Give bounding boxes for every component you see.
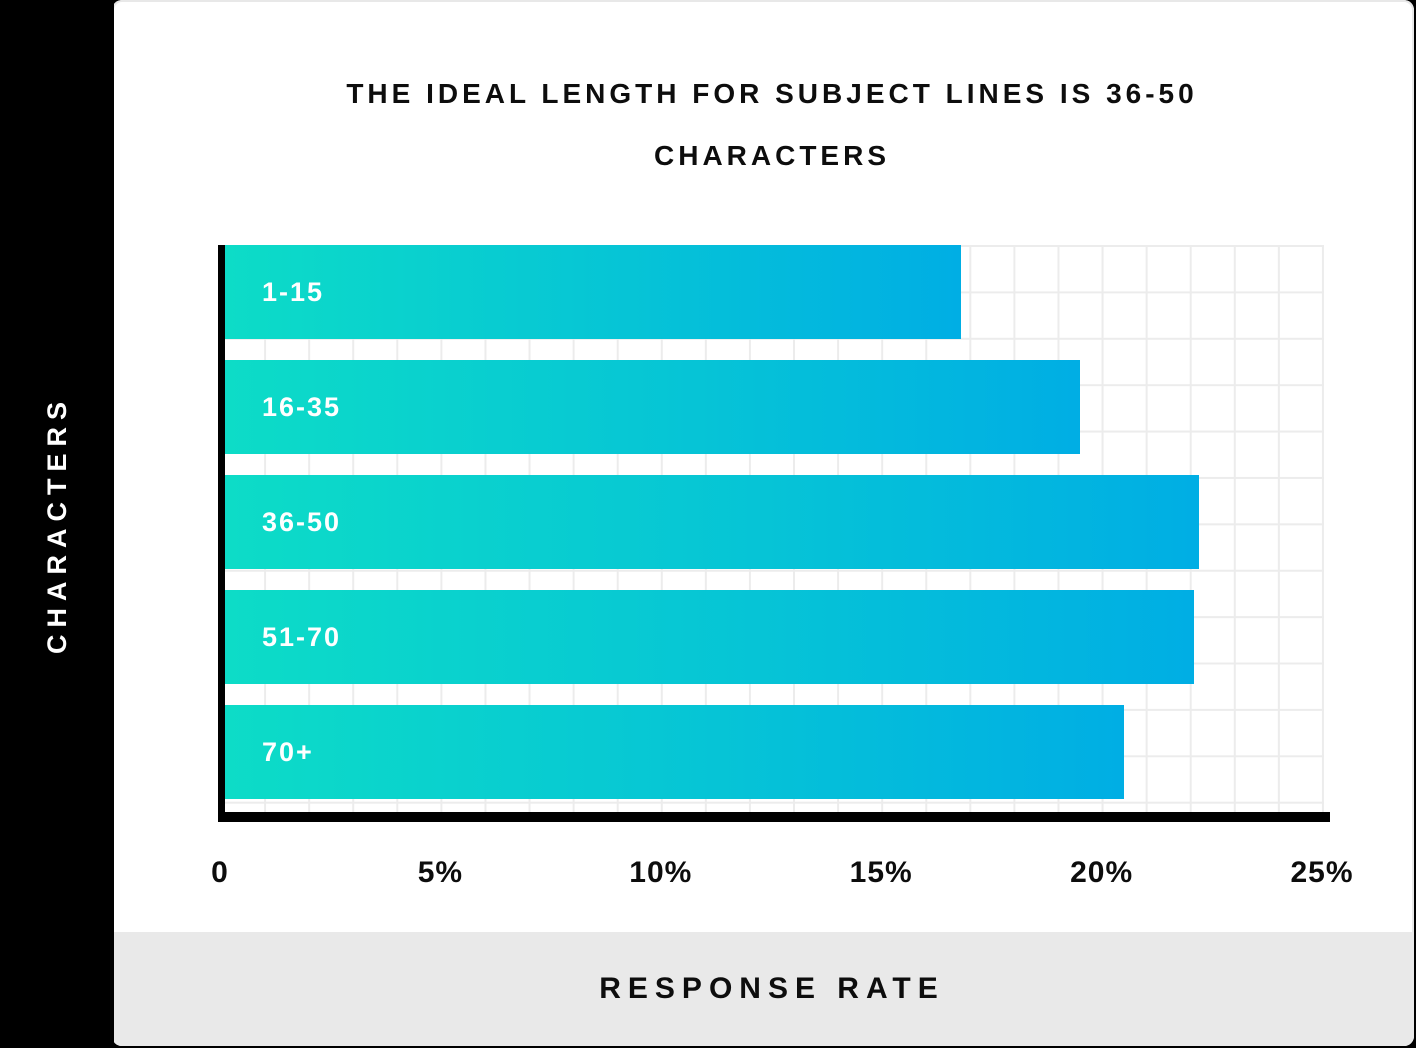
bar-label: 51-70 [262,621,342,652]
chart-title-line-1: THE IDEAL LENGTH FOR SUBJECT LINES IS 36… [346,78,1198,109]
x-axis-tick: 0 [211,856,229,889]
bar-label: 70+ [262,736,314,767]
chart-title: THE IDEAL LENGTH FOR SUBJECT LINES IS 36… [220,63,1324,187]
left-black-band: CHARACTERS [0,0,114,1048]
bar-label: 16-35 [262,391,342,422]
x-axis-ticks: 0 5% 10% 15% 20% 25% [112,856,1414,896]
bar-row: 36-50 [224,475,1199,569]
y-axis-title: CHARACTERS [0,0,114,1048]
bar-label: 36-50 [262,506,342,537]
bar-row: 16-35 [224,360,1080,454]
x-axis-line [218,812,1330,822]
y-axis-line [218,245,225,822]
chart-card: THE IDEAL LENGTH FOR SUBJECT LINES IS 36… [112,0,1414,1046]
x-axis-tick: 10% [629,856,693,889]
x-axis-tick: 25% [1290,856,1354,889]
y-axis-title-text: CHARACTERS [41,394,72,654]
x-axis-tick: 15% [849,856,913,889]
bar-row: 1-15 [224,245,961,339]
footer-strip: RESPONSE RATE [112,932,1414,1046]
x-axis-tick: 20% [1070,856,1134,889]
bar-row: 70+ [224,705,1124,799]
x-axis-title: RESPONSE RATE [599,972,945,1005]
bar-row: 51-70 [224,590,1194,684]
chart-title-line-2: CHARACTERS [654,140,890,171]
x-axis-tick: 5% [417,856,464,889]
bar-label: 1-15 [262,276,325,307]
